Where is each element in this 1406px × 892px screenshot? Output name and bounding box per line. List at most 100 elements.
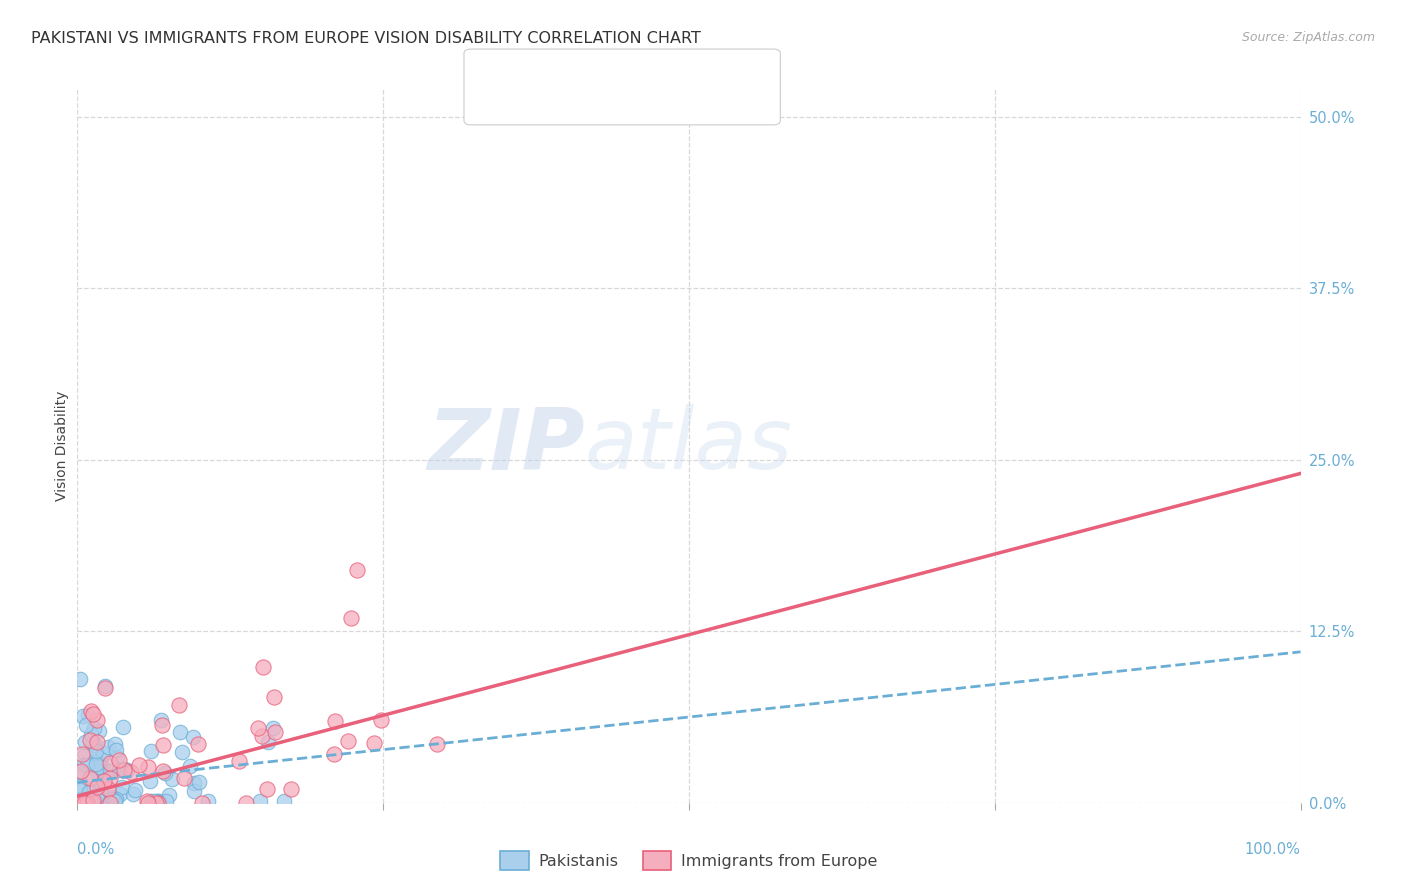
Point — [246, 721, 269, 735]
Point — [155, 794, 177, 808]
Point — [136, 796, 159, 810]
Text: 100.0%: 100.0% — [1244, 842, 1301, 857]
Point — [86, 764, 108, 778]
Point — [90, 751, 112, 765]
Point — [77, 785, 100, 799]
Point — [152, 718, 174, 732]
Point — [90, 759, 112, 773]
Point — [84, 756, 107, 771]
Point — [86, 735, 108, 749]
Point — [98, 772, 121, 786]
Point — [101, 790, 124, 805]
Point — [425, 738, 447, 752]
Point — [87, 723, 110, 738]
Point — [124, 782, 146, 797]
Point — [190, 796, 212, 810]
Point — [98, 756, 121, 770]
Point — [70, 794, 93, 808]
Point — [84, 754, 107, 768]
Point — [263, 690, 285, 705]
Legend: Pakistanis, Immigrants from Europe: Pakistanis, Immigrants from Europe — [494, 845, 884, 877]
Point — [84, 738, 107, 752]
Point — [75, 718, 97, 732]
Point — [70, 796, 93, 810]
Point — [139, 743, 162, 757]
Point — [94, 679, 117, 693]
Point — [249, 794, 271, 808]
Point — [80, 772, 103, 787]
Point — [105, 743, 128, 757]
Point — [76, 794, 98, 808]
Point — [79, 772, 101, 786]
Point — [83, 721, 105, 735]
Point — [143, 794, 166, 808]
Point — [91, 747, 114, 761]
Point — [139, 773, 162, 788]
Point — [136, 760, 159, 774]
Point — [87, 760, 110, 774]
Point — [187, 737, 209, 751]
Point — [97, 782, 120, 797]
Point — [79, 732, 101, 747]
Point — [179, 758, 201, 772]
Text: N = 58: N = 58 — [655, 90, 718, 108]
Point — [83, 793, 105, 807]
Point — [183, 775, 205, 789]
Point — [97, 740, 120, 755]
Point — [148, 794, 170, 808]
Text: 0.0%: 0.0% — [77, 842, 114, 857]
Point — [173, 771, 195, 785]
Point — [197, 794, 219, 808]
Point — [183, 784, 205, 798]
Point — [112, 763, 135, 777]
Point — [235, 796, 257, 810]
Text: R =  0.151: R = 0.151 — [524, 62, 613, 80]
Point — [93, 774, 115, 789]
Point — [167, 698, 190, 713]
Point — [83, 794, 105, 808]
Point — [69, 764, 91, 779]
Point — [103, 794, 125, 808]
Point — [73, 747, 96, 761]
Point — [76, 757, 98, 772]
Point — [228, 754, 250, 768]
Point — [256, 781, 278, 796]
Point — [70, 796, 93, 810]
Point — [86, 788, 108, 802]
Point — [139, 794, 162, 808]
Point — [104, 794, 127, 808]
Point — [80, 735, 103, 749]
Point — [89, 794, 111, 808]
Point — [80, 727, 103, 741]
Point — [101, 792, 124, 806]
Point — [157, 789, 180, 803]
Point — [69, 794, 91, 808]
Point — [122, 788, 145, 802]
Point — [323, 747, 346, 762]
Point — [83, 780, 105, 795]
Text: ZIP: ZIP — [427, 404, 585, 488]
Y-axis label: Vision Disability: Vision Disability — [55, 391, 69, 501]
Point — [72, 747, 94, 761]
Point — [152, 764, 174, 779]
Point — [105, 792, 128, 806]
Point — [89, 794, 111, 808]
Point — [86, 790, 108, 805]
Text: PAKISTANI VS IMMIGRANTS FROM EUROPE VISION DISABILITY CORRELATION CHART: PAKISTANI VS IMMIGRANTS FROM EUROPE VISI… — [31, 31, 700, 46]
Point — [100, 796, 122, 810]
Point — [98, 764, 121, 779]
Point — [72, 796, 94, 810]
Point — [69, 779, 91, 793]
Point — [94, 681, 117, 695]
Point — [111, 720, 134, 734]
Point — [73, 796, 96, 810]
Point — [155, 765, 177, 780]
Point — [69, 794, 91, 808]
Point — [107, 763, 129, 777]
Point — [79, 794, 101, 808]
Point — [86, 780, 108, 795]
Point — [370, 714, 392, 728]
Point — [75, 796, 97, 810]
Point — [86, 713, 108, 727]
Point — [72, 709, 94, 723]
